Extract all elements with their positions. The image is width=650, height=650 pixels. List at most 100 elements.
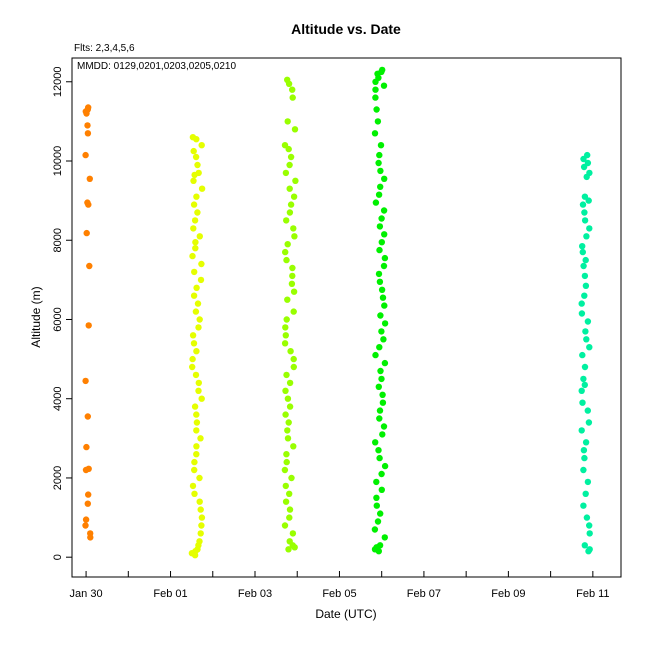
data-point — [581, 272, 589, 280]
data-point — [197, 506, 204, 513]
data-point — [288, 280, 296, 287]
data-point — [192, 548, 199, 555]
data-point — [579, 243, 586, 250]
data-point — [379, 294, 387, 301]
data-point — [284, 435, 292, 442]
dates-annotation: MMDD: 0129,0201,0203,0205,0210 — [77, 61, 236, 72]
data-point — [373, 494, 380, 501]
data-point — [193, 443, 200, 450]
data-point — [371, 130, 379, 137]
data-point — [282, 411, 289, 418]
data-point — [380, 262, 388, 270]
x-tick-label: Feb 09 — [491, 588, 525, 600]
data-point — [377, 312, 384, 319]
data-point — [193, 411, 200, 418]
data-point — [377, 510, 384, 517]
data-point — [583, 514, 591, 521]
data-point — [578, 387, 585, 394]
data-point — [281, 466, 289, 474]
data-point — [290, 443, 297, 450]
data-point — [192, 239, 199, 246]
y-tick-label: 2000 — [52, 466, 64, 490]
y-tick-label: 10000 — [52, 146, 64, 177]
data-point — [193, 348, 200, 355]
data-point — [194, 300, 202, 307]
data-point — [189, 252, 196, 260]
data-point — [582, 256, 589, 264]
data-point — [378, 328, 385, 335]
data-point — [376, 344, 383, 351]
data-point — [290, 355, 297, 363]
data-point — [190, 225, 197, 232]
data-point — [586, 344, 593, 351]
data-point — [282, 482, 289, 490]
data-point — [82, 466, 90, 474]
data-point — [83, 110, 90, 117]
data-point — [376, 151, 383, 159]
data-point — [290, 288, 298, 295]
data-point — [193, 136, 200, 143]
data-point — [381, 231, 388, 238]
data-point — [286, 185, 293, 192]
data-point — [372, 78, 379, 86]
data-point — [289, 94, 296, 101]
data-point — [190, 292, 198, 299]
data-point — [381, 302, 388, 309]
data-point — [582, 328, 589, 335]
data-point — [285, 80, 293, 88]
data-point — [190, 147, 197, 155]
data-point — [189, 482, 197, 490]
data-point — [82, 151, 89, 159]
data-point — [377, 367, 384, 375]
data-point — [82, 377, 89, 385]
data-point — [84, 130, 92, 137]
data-point — [84, 413, 92, 420]
data-point — [372, 86, 379, 93]
data-point — [87, 534, 94, 541]
data-point — [198, 522, 205, 529]
data-point — [582, 282, 590, 289]
data-point — [378, 239, 385, 246]
data-point — [585, 419, 593, 426]
data-point — [372, 199, 380, 206]
data-point — [286, 514, 293, 521]
data-point — [373, 544, 380, 551]
y-tick-label: 12000 — [52, 66, 64, 97]
data-point — [195, 324, 202, 331]
data-point — [579, 248, 586, 256]
data-point — [585, 197, 592, 204]
data-point — [375, 191, 383, 198]
data-point — [376, 246, 383, 254]
data-point — [288, 474, 295, 482]
data-point — [191, 268, 198, 276]
data-point — [581, 209, 588, 216]
data-point — [287, 201, 295, 208]
data-point — [283, 256, 290, 264]
data-point — [376, 223, 384, 230]
data-point — [372, 439, 379, 446]
data-point — [287, 348, 294, 355]
data-point — [285, 145, 292, 153]
data-point — [289, 264, 296, 272]
data-point — [581, 217, 589, 224]
data-point — [579, 201, 587, 208]
data-point — [192, 371, 200, 379]
y-tick-label: 8000 — [52, 228, 64, 252]
data-point — [282, 332, 289, 339]
data-point — [377, 142, 385, 149]
data-point — [198, 395, 205, 402]
data-point — [191, 466, 198, 474]
data-point — [586, 530, 593, 537]
data-point — [582, 490, 589, 497]
data-point — [85, 322, 92, 329]
data-point — [579, 351, 586, 359]
data-point — [586, 225, 593, 232]
data-point — [282, 169, 290, 177]
data-point — [377, 167, 384, 175]
data-point — [189, 355, 196, 363]
data-point — [380, 423, 388, 430]
data-point — [193, 427, 200, 434]
data-point — [281, 522, 289, 529]
data-point — [84, 122, 91, 129]
data-point — [189, 363, 196, 371]
